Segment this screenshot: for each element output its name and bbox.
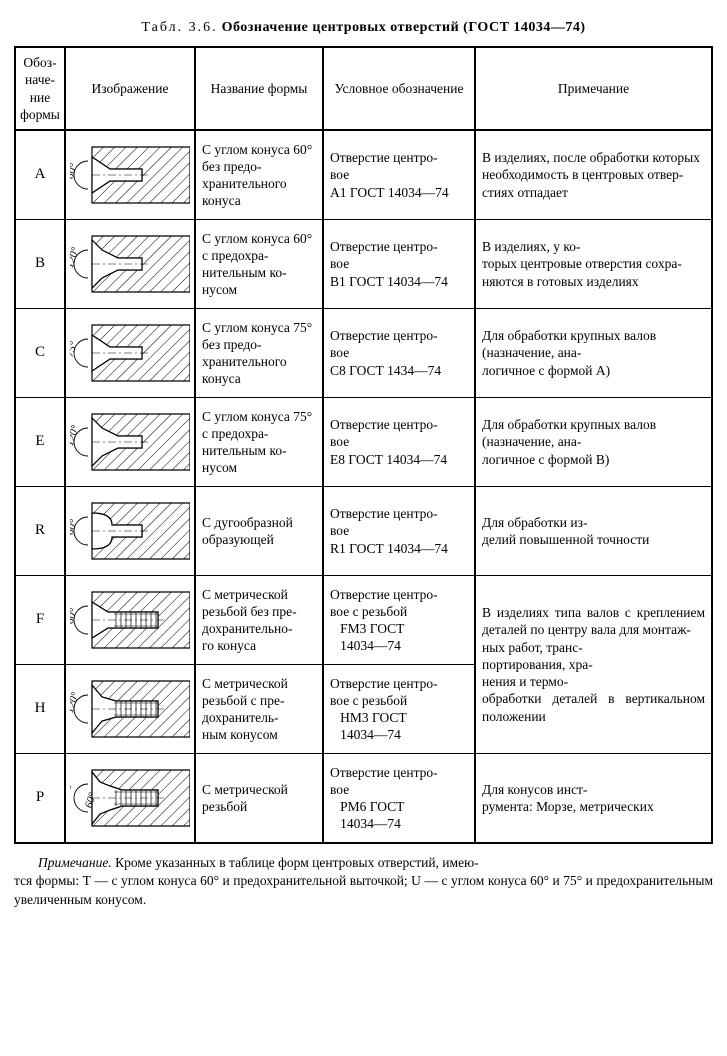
cell-name: С углом конуса 60° без предо-хранительно… bbox=[195, 130, 323, 220]
center-holes-table: Обоз-наче-ниеформы Изображение Название … bbox=[14, 46, 713, 844]
table-row: В 120° С углом конуса 60° с предохра-ните… bbox=[15, 220, 712, 309]
cell-name: С метрической резьбой bbox=[195, 754, 323, 844]
cell-designation: Отверстие центро-вое с резьбой FM3 ГОСТ … bbox=[323, 576, 475, 665]
th-code: Обоз-наче-ниеформы bbox=[15, 47, 65, 130]
cell-designation: Отверстие центро-воеЕ8 ГОСТ 14034—74 bbox=[323, 398, 475, 487]
cell-name: С метрической резьбой с пре-дохранитель-… bbox=[195, 665, 323, 754]
table-header-row: Обоз-наче-ниеформы Изображение Название … bbox=[15, 47, 712, 130]
cell-image: 120°60° bbox=[65, 754, 195, 844]
cell-code: В bbox=[15, 220, 65, 309]
table-caption: Табл. 3.6. Обозначение центровых отверст… bbox=[14, 20, 713, 36]
cell-image: 120° bbox=[65, 220, 195, 309]
th-designation: Условное обозначение bbox=[323, 47, 475, 130]
table-row: Е 120° С углом конуса 75° с предохра-ните… bbox=[15, 398, 712, 487]
caption-prefix: Табл. 3.6. bbox=[141, 20, 217, 35]
cell-designation: Отверстие центро-воеА1 ГОСТ 14034—74 bbox=[323, 130, 475, 220]
cell-code: С bbox=[15, 309, 65, 398]
cell-note: Для обработки крупных валов (назначение,… bbox=[475, 309, 712, 398]
cell-image: 120° bbox=[65, 665, 195, 754]
cell-designation: Отверстие центро-вое с резьбой НМ3 ГОСТ … bbox=[323, 665, 475, 754]
th-image: Изображение bbox=[65, 47, 195, 130]
cell-designation: Отверстие центро-воеR1 ГОСТ 14034—74 bbox=[323, 487, 475, 576]
table-row: С 75°С углом конуса 75° без предо-хранит… bbox=[15, 309, 712, 398]
cell-name: С углом конуса 75° без предо-хранительно… bbox=[195, 309, 323, 398]
svg-text:120°: 120° bbox=[70, 777, 76, 801]
cell-name: С метрической резьбой без пре-дохранител… bbox=[195, 576, 323, 665]
svg-text:120°: 120° bbox=[70, 690, 82, 714]
footnote-lede: Примечание. bbox=[38, 855, 112, 870]
cell-note: В изделиях, у ко-торых центровые отверст… bbox=[475, 220, 712, 309]
cell-name: С углом конуса 75° с предохра-нительным … bbox=[195, 398, 323, 487]
cell-image: 60° bbox=[65, 576, 195, 665]
cell-name: С дугообразной образующей bbox=[195, 487, 323, 576]
table-row: F 60°С метрической резьбой без пре-дохра… bbox=[15, 576, 712, 665]
table-row: Р 120°60°С метрической резьбойОтверстие … bbox=[15, 754, 712, 844]
th-name: Название формы bbox=[195, 47, 323, 130]
cell-designation: Отверстие центро-воеС8 ГОСТ 1434—74 bbox=[323, 309, 475, 398]
svg-text:120°: 120° bbox=[70, 423, 82, 447]
cell-name: С углом конуса 60° с предохра-нительным … bbox=[195, 220, 323, 309]
footnote-text: Кроме указанных в таблице форм центровых… bbox=[14, 855, 713, 906]
cell-image: 75° bbox=[65, 309, 195, 398]
cell-code: Р bbox=[15, 754, 65, 844]
cell-designation: Отверстие центро-воеВ1 ГОСТ 14034—74 bbox=[323, 220, 475, 309]
svg-text:120°: 120° bbox=[70, 245, 82, 269]
cell-code: Е bbox=[15, 398, 65, 487]
table-row: А 60°С углом конуса 60° без предо-хранит… bbox=[15, 130, 712, 220]
caption-title: Обозначение центровых отверстий (ГОСТ 14… bbox=[222, 20, 586, 35]
table-footnote: Примечание. Кроме указанных в таблице фо… bbox=[14, 854, 713, 909]
cell-designation: Отверстие центро-вое РМ6 ГОСТ 14034—74 bbox=[323, 754, 475, 844]
cell-note: В изделиях типа валов с креплением детал… bbox=[475, 576, 712, 754]
cell-code: Н bbox=[15, 665, 65, 754]
cell-image: 60° bbox=[65, 130, 195, 220]
cell-image: 60° bbox=[65, 487, 195, 576]
cell-code: F bbox=[15, 576, 65, 665]
th-note: Примечание bbox=[475, 47, 712, 130]
cell-note: В изделиях, после обработки которых необ… bbox=[475, 130, 712, 220]
cell-image: 120° bbox=[65, 398, 195, 487]
cell-code: А bbox=[15, 130, 65, 220]
cell-note: Для обработки крупных валов (назначение,… bbox=[475, 398, 712, 487]
cell-note: Для конусов инст-румента: Морзе, метриче… bbox=[475, 754, 712, 844]
cell-note: Для обработки из-делий повышенной точнос… bbox=[475, 487, 712, 576]
cell-code: R bbox=[15, 487, 65, 576]
table-row: R 60°С дугообразной образующейОтверстие … bbox=[15, 487, 712, 576]
